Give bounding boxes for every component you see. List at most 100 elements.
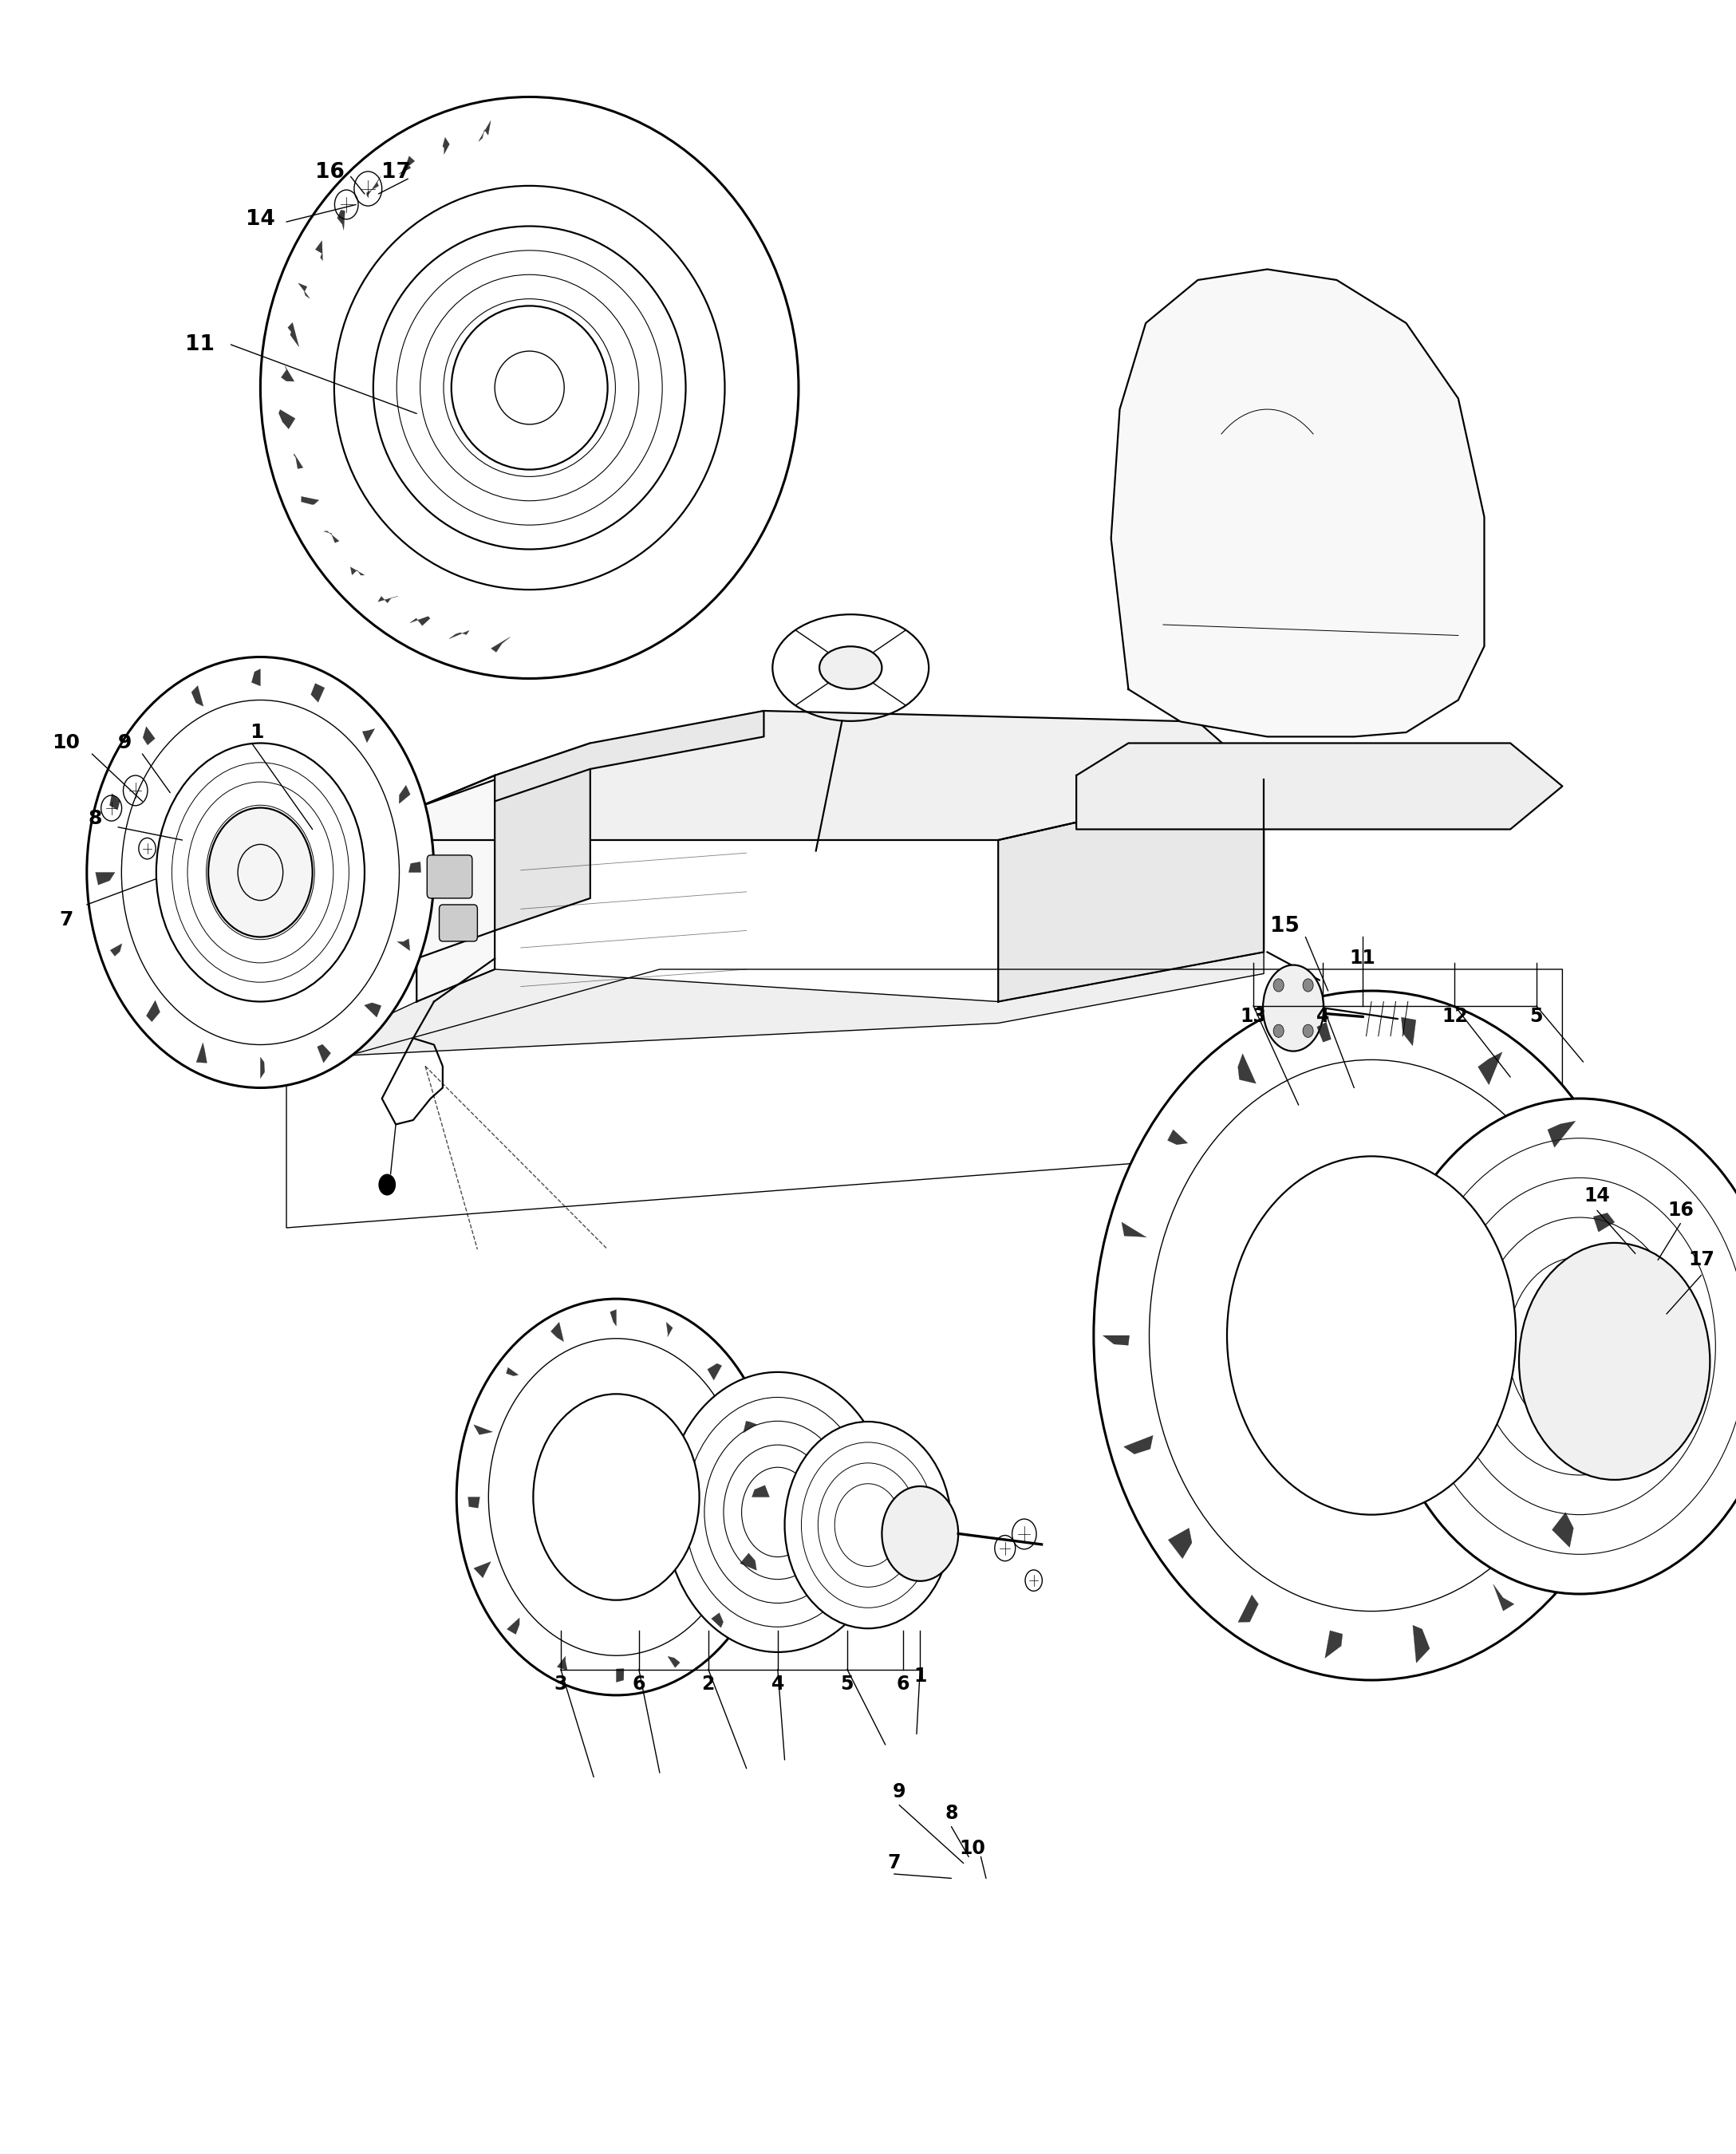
- Polygon shape: [998, 780, 1264, 1002]
- Polygon shape: [410, 616, 431, 625]
- Polygon shape: [288, 323, 299, 347]
- Text: 15: 15: [1271, 915, 1299, 937]
- Text: 14: 14: [247, 209, 274, 230]
- Text: 4: 4: [1316, 1008, 1330, 1025]
- Text: 6: 6: [632, 1676, 646, 1693]
- Polygon shape: [299, 282, 309, 299]
- Polygon shape: [491, 638, 510, 653]
- Polygon shape: [469, 1497, 479, 1508]
- Text: 14: 14: [1583, 1187, 1611, 1204]
- Polygon shape: [1318, 1023, 1332, 1043]
- Circle shape: [457, 1299, 776, 1695]
- Polygon shape: [495, 743, 590, 931]
- Polygon shape: [1477, 1051, 1502, 1086]
- Text: 7: 7: [887, 1855, 901, 1872]
- Text: 1: 1: [913, 1667, 927, 1684]
- Polygon shape: [351, 567, 365, 575]
- Polygon shape: [1413, 1626, 1430, 1663]
- Circle shape: [882, 1486, 958, 1581]
- Polygon shape: [507, 1618, 519, 1635]
- Text: 16: 16: [316, 162, 344, 183]
- Text: 8: 8: [89, 810, 102, 827]
- Circle shape: [87, 657, 434, 1088]
- Polygon shape: [1547, 1120, 1576, 1148]
- Ellipse shape: [260, 97, 799, 679]
- Ellipse shape: [1262, 965, 1323, 1051]
- Circle shape: [1274, 1025, 1285, 1038]
- Polygon shape: [146, 999, 160, 1021]
- Circle shape: [378, 1174, 396, 1195]
- Polygon shape: [708, 1363, 722, 1381]
- Polygon shape: [279, 409, 295, 429]
- Circle shape: [208, 808, 312, 937]
- Polygon shape: [109, 793, 120, 810]
- Polygon shape: [316, 241, 323, 261]
- Polygon shape: [1325, 1631, 1342, 1659]
- Polygon shape: [347, 952, 1264, 1055]
- Polygon shape: [1076, 743, 1562, 829]
- Polygon shape: [399, 786, 410, 803]
- Polygon shape: [1123, 1435, 1153, 1454]
- Circle shape: [1380, 1099, 1736, 1594]
- Polygon shape: [474, 1562, 491, 1579]
- Text: 17: 17: [382, 162, 410, 183]
- Polygon shape: [667, 1323, 672, 1338]
- Circle shape: [785, 1422, 951, 1628]
- Polygon shape: [281, 366, 293, 381]
- Text: 11: 11: [1349, 950, 1377, 967]
- Polygon shape: [1121, 1221, 1146, 1236]
- Text: 17: 17: [1687, 1251, 1715, 1269]
- Polygon shape: [363, 728, 375, 743]
- Text: 5: 5: [1529, 1008, 1543, 1025]
- Text: 9: 9: [892, 1784, 906, 1801]
- Polygon shape: [1102, 1335, 1130, 1346]
- Polygon shape: [260, 1058, 264, 1079]
- Polygon shape: [507, 1368, 519, 1376]
- Polygon shape: [252, 670, 260, 685]
- Polygon shape: [1238, 1053, 1257, 1083]
- Polygon shape: [337, 209, 345, 230]
- Polygon shape: [399, 155, 415, 174]
- Polygon shape: [740, 1553, 757, 1570]
- Polygon shape: [323, 532, 339, 543]
- Polygon shape: [1613, 1316, 1630, 1335]
- Ellipse shape: [819, 646, 882, 689]
- Text: 1: 1: [250, 724, 264, 741]
- Text: 16: 16: [1667, 1202, 1694, 1219]
- Polygon shape: [311, 683, 325, 702]
- Polygon shape: [1590, 1426, 1616, 1447]
- Polygon shape: [1493, 1583, 1514, 1611]
- Text: 5: 5: [840, 1676, 854, 1693]
- Polygon shape: [1552, 1512, 1573, 1547]
- Polygon shape: [196, 1043, 207, 1062]
- Text: 6: 6: [896, 1676, 910, 1693]
- Polygon shape: [366, 177, 380, 196]
- Text: 10: 10: [52, 735, 80, 752]
- Polygon shape: [1168, 1129, 1187, 1144]
- Polygon shape: [557, 1656, 568, 1669]
- Text: 13: 13: [1240, 1008, 1267, 1025]
- Polygon shape: [450, 631, 469, 640]
- Circle shape: [1302, 1025, 1312, 1038]
- Polygon shape: [712, 1613, 724, 1628]
- Polygon shape: [417, 711, 1264, 840]
- FancyBboxPatch shape: [439, 905, 477, 941]
- Polygon shape: [111, 943, 122, 956]
- Ellipse shape: [373, 226, 686, 549]
- Polygon shape: [1168, 1527, 1193, 1559]
- Text: 4: 4: [771, 1676, 785, 1693]
- Polygon shape: [668, 1656, 681, 1667]
- Polygon shape: [191, 685, 203, 707]
- Polygon shape: [1594, 1213, 1614, 1232]
- Text: 12: 12: [1441, 1008, 1469, 1025]
- Circle shape: [1274, 978, 1285, 991]
- Ellipse shape: [451, 306, 608, 470]
- Polygon shape: [302, 498, 319, 504]
- Polygon shape: [365, 1004, 382, 1017]
- Polygon shape: [95, 872, 115, 885]
- Polygon shape: [550, 1323, 564, 1342]
- Polygon shape: [398, 939, 410, 950]
- Text: 2: 2: [701, 1676, 715, 1693]
- Polygon shape: [495, 711, 764, 801]
- Circle shape: [533, 1394, 700, 1600]
